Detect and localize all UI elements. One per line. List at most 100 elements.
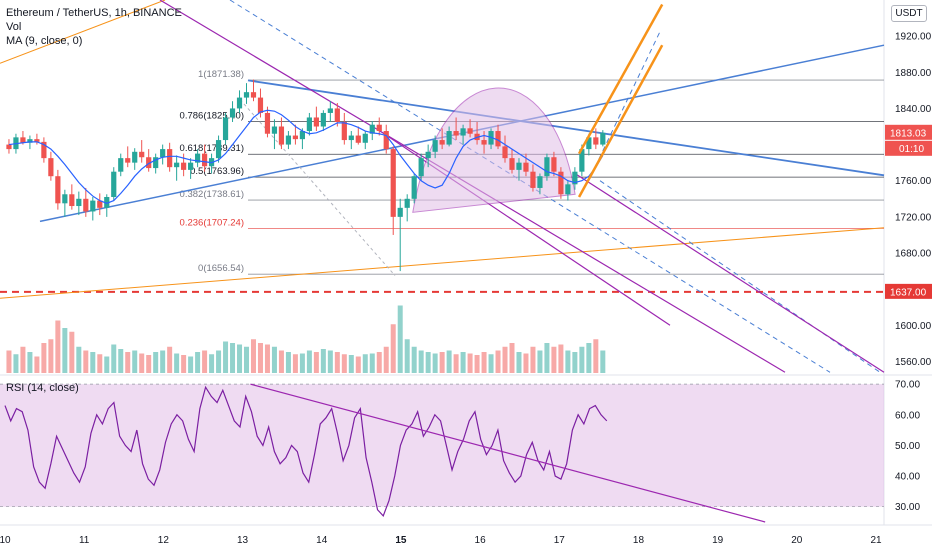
candle-body xyxy=(181,162,187,170)
time-axis-label: 15 xyxy=(395,535,407,546)
candle-body xyxy=(348,135,354,141)
candle-body xyxy=(174,162,180,168)
time-axis-label: 10 xyxy=(0,535,11,546)
candle-body xyxy=(418,158,424,177)
volume-bar xyxy=(48,339,54,373)
volume-bar xyxy=(195,352,201,373)
volume-bar xyxy=(264,344,270,373)
candle-body xyxy=(516,162,522,170)
volume-bar xyxy=(446,350,452,373)
volume-bar xyxy=(439,352,445,373)
support-price-badge xyxy=(885,283,932,299)
candle-body xyxy=(509,158,515,170)
volume-bar xyxy=(460,352,466,373)
volume-bar xyxy=(285,352,291,373)
volume-bar xyxy=(390,324,396,373)
volume-bar xyxy=(320,349,326,373)
candle-body xyxy=(292,135,299,140)
time-axis-label: 17 xyxy=(554,535,566,546)
price-axis-label: 1840.00 xyxy=(895,104,932,115)
candle-body xyxy=(160,149,166,158)
candle-body xyxy=(83,198,89,212)
volume-bar xyxy=(306,350,312,373)
volume-bar xyxy=(230,343,236,373)
price-axis-label: 1720.00 xyxy=(895,212,932,223)
candle-body xyxy=(537,176,543,188)
volume-bar xyxy=(257,343,263,373)
candle-body xyxy=(439,140,445,145)
volume-bar xyxy=(216,350,222,373)
candle-body xyxy=(34,139,40,142)
volume-bar xyxy=(97,354,103,373)
volume-bar xyxy=(90,352,96,373)
volume-bar xyxy=(278,350,284,373)
volume-bar xyxy=(223,341,229,373)
candle-body xyxy=(236,97,243,109)
price-axis-label: 1680.00 xyxy=(895,249,932,260)
candle-body xyxy=(118,158,124,172)
time-axis-label: 14 xyxy=(316,535,328,546)
candle-body xyxy=(369,124,375,134)
candle-body xyxy=(327,108,333,113)
candle-body xyxy=(579,149,585,172)
rsi-axis-label: 60.00 xyxy=(895,410,920,421)
orange-trendline-upper xyxy=(0,0,166,64)
volume-bar xyxy=(299,353,305,373)
candle-body xyxy=(69,194,75,207)
rsi-legend: RSI (14, close) xyxy=(6,382,79,394)
time-axis-label: 16 xyxy=(475,535,487,546)
candle-body xyxy=(229,108,236,118)
purple-channel-lower-right xyxy=(574,172,885,373)
volume-bar xyxy=(139,353,145,373)
currency-button[interactable]: USDT xyxy=(891,5,927,22)
candle-body xyxy=(201,153,208,167)
candle-body xyxy=(215,140,222,159)
chart-title: Ethereum / TetherUS, 1h, BINANCE xyxy=(6,7,182,19)
candle-body xyxy=(565,184,571,195)
volume-bar xyxy=(83,350,89,373)
volume-bar xyxy=(523,353,529,373)
candle-body xyxy=(383,131,389,150)
candle-body xyxy=(104,196,110,208)
rsi-line xyxy=(4,385,608,517)
volume-bar xyxy=(586,343,592,373)
rsi-trendline xyxy=(250,383,766,523)
candle-body xyxy=(41,141,47,159)
countdown-badge xyxy=(885,140,932,156)
volume-bar xyxy=(104,356,110,373)
candle-body xyxy=(572,171,578,185)
volume-bar xyxy=(383,346,389,373)
candle-body xyxy=(404,198,410,208)
volume-legend: Vol xyxy=(6,21,22,33)
candle-body xyxy=(432,140,438,152)
volume-bar xyxy=(55,320,61,373)
volume-bar xyxy=(432,353,438,373)
candle-body xyxy=(446,131,452,145)
price-axis-label: 1600.00 xyxy=(895,321,932,332)
volume-bar xyxy=(292,354,298,373)
volume-bar xyxy=(167,346,173,373)
candle-body xyxy=(285,135,292,145)
candle-body xyxy=(523,162,529,172)
ma-line xyxy=(8,109,604,204)
candle-body xyxy=(341,121,347,141)
candle-body xyxy=(257,97,264,113)
price-axis-label: 1760.00 xyxy=(895,176,932,187)
rsi-axis-label: 40.00 xyxy=(895,472,920,483)
volume-bar xyxy=(369,353,375,373)
volume-bar xyxy=(334,352,340,373)
time-axis-label: 12 xyxy=(158,535,170,546)
volume-bar xyxy=(502,346,508,373)
candle-body xyxy=(586,137,592,150)
candle-body xyxy=(600,132,606,145)
time-axis-label: 20 xyxy=(791,535,803,546)
volume-bar xyxy=(579,346,585,373)
volume-bar xyxy=(69,331,75,373)
candle-body xyxy=(481,140,487,145)
candle-body xyxy=(264,112,271,134)
candle-body xyxy=(425,151,431,159)
volume-bar xyxy=(271,346,277,373)
candle-body xyxy=(111,171,117,197)
volume-bar xyxy=(146,355,152,373)
